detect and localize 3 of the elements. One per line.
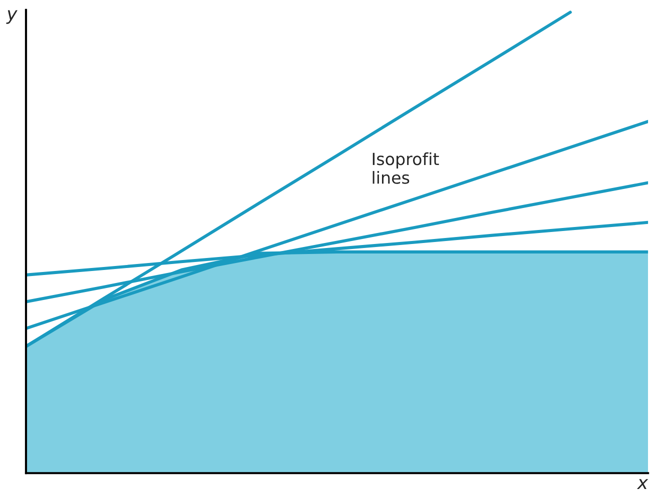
y-axis-title: y — [6, 10, 18, 24]
annotation: Isoprofit lines — [372, 152, 439, 184]
x-axis-title: x — [636, 479, 648, 489]
